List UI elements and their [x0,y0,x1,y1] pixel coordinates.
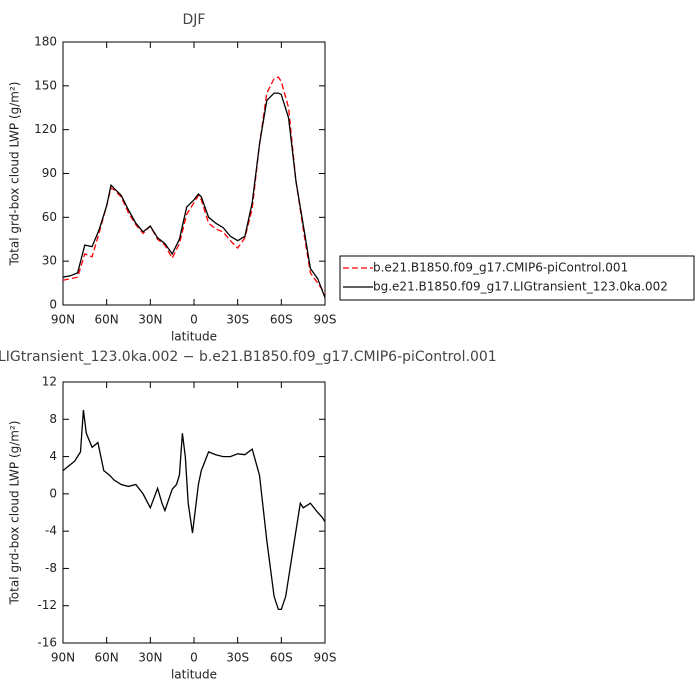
y-tick-label: 180 [34,35,57,49]
chart-title: LIGtransient_123.0ka.002 − b.e21.B1850.f… [0,349,497,365]
x-tick-label: 0 [190,313,198,327]
y-tick-label: -12 [37,598,57,612]
x-axis-label: latitude [171,330,217,344]
y-tick-label: -4 [45,524,57,538]
y-tick-label: 120 [34,122,57,136]
plot-frame [62,381,326,644]
plot-frame [62,41,326,306]
y-tick-label: 8 [49,412,57,426]
y-tick-label: 0 [49,298,57,312]
x-tick-label: 90S [314,651,337,665]
legend-label: bg.e21.B1850.f09_g17.LIGtransient_123.0k… [373,280,668,294]
y-tick-label: 150 [34,78,57,92]
x-tick-label: 60S [270,651,293,665]
y-tick-label: 30 [42,254,57,268]
x-tick-label: 30S [226,313,249,327]
data-line [62,409,326,611]
y-tick-label: -16 [37,636,57,650]
y-tick-label: 12 [42,375,57,389]
chart-title: DJF [183,12,206,28]
legend-box [339,255,695,301]
y-tick-label: -8 [45,561,57,575]
x-tick-label: 60S [270,313,293,327]
y-tick-label: 0 [49,486,57,500]
y-tick-label: 90 [42,166,57,180]
x-tick-label: 60N [95,651,119,665]
data-line [62,92,326,298]
x-tick-label: 30N [138,313,162,327]
x-tick-label: 30N [138,651,162,665]
x-tick-label: 0 [190,651,198,665]
x-tick-label: 90N [51,313,75,327]
x-axis-label: latitude [171,668,217,682]
y-axis-label: Total grd-box cloud LWP (g/m²) [8,82,22,267]
x-tick-label: 30S [226,651,249,665]
x-tick-label: 90N [51,651,75,665]
y-tick-label: 60 [42,210,57,224]
y-tick-label: 4 [49,449,57,463]
x-tick-label: 90S [314,313,337,327]
y-axis-label: Total grd-box cloud LWP (g/m²) [8,421,22,606]
x-tick-label: 60N [95,313,119,327]
legend-label: b.e21.B1850.f09_g17.CMIP6-piControl.001 [373,261,628,275]
